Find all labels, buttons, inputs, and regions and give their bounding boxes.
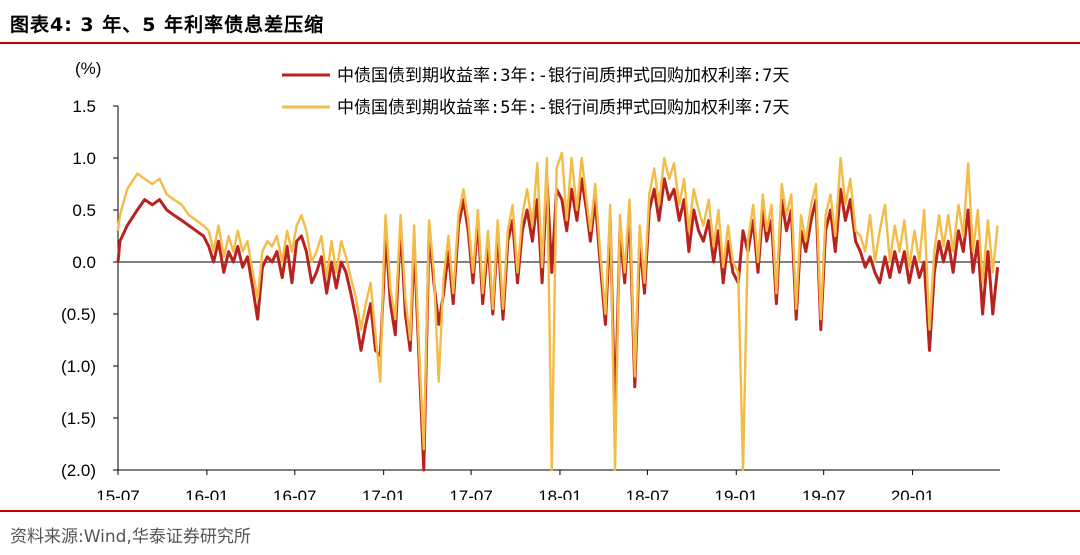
- chart-title: 图表4: 3 年、5 年利率债息差压缩: [10, 14, 325, 36]
- source-note: 资料来源:Wind,华泰证券研究所: [10, 527, 251, 547]
- x-tick-label: 18-01: [538, 487, 581, 500]
- legend-label-1: 中债国债到期收益率:3年:-银行间质押式回购加权利率:7天: [337, 66, 789, 86]
- y-tick-label: 1.0: [72, 149, 96, 168]
- x-tick-label: 16-01: [185, 487, 228, 500]
- x-tick-label: 19-01: [715, 487, 758, 500]
- legend: 中债国债到期收益率:3年:-银行间质押式回购加权利率:7天中债国债到期收益率:5…: [282, 66, 789, 118]
- y-tick-label: (0.5): [61, 305, 96, 324]
- x-tick-label: 20-01: [891, 487, 934, 500]
- x-tick-label: 15-07: [96, 487, 139, 500]
- x-tick-label: 17-01: [362, 487, 405, 500]
- y-tick-label: 0.0: [72, 253, 96, 272]
- legend-label-2: 中债国债到期收益率:5年:-银行间质押式回购加权利率:7天: [337, 98, 789, 118]
- y-tick-label: 0.5: [72, 201, 96, 220]
- y-tick-label: 1.5: [72, 97, 96, 116]
- y-axis-unit-label: (%): [75, 59, 101, 78]
- y-tick-label: (1.0): [61, 357, 96, 376]
- bottom-divider: [0, 510, 1080, 512]
- series-line-1: [116, 177, 1000, 472]
- y-tick-label: (1.5): [61, 409, 96, 428]
- y-tick-label: (2.0): [61, 461, 96, 480]
- series-line-2: [116, 151, 999, 472]
- x-tick-label: 17-07: [449, 487, 492, 500]
- x-tick-label: 18-07: [626, 487, 669, 500]
- x-tick-label: 19-07: [802, 487, 845, 500]
- x-tick-label: 16-07: [273, 487, 316, 500]
- top-divider: [0, 42, 1080, 44]
- y-axis: 1.5 1.0 0.5 0.0 (0.5) (1.0) (1.5) (2.0): [61, 97, 118, 480]
- x-axis: 15-07 16-01 16-07 17-01 17-07 18-01 18-07 19-01…: [96, 470, 934, 500]
- series-group: [116, 151, 1000, 472]
- chart-area: (%) 1.5 1.0 0.5 0.0 (0.5) (1.0) (1.5) (2.0) 15-…: [61, 59, 1000, 500]
